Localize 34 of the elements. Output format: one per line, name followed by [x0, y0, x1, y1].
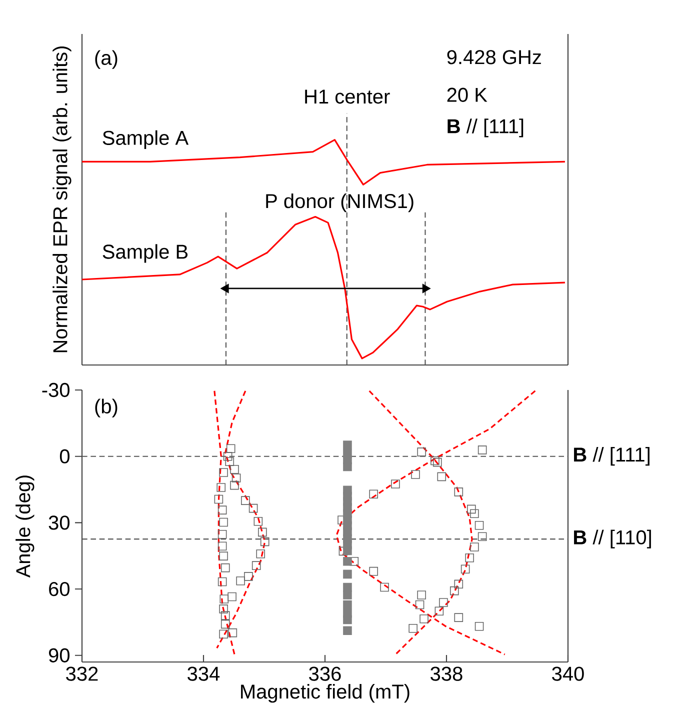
series-label: Sample A [102, 130, 189, 149]
point [343, 556, 352, 566]
text: 20 K [447, 88, 488, 102]
text: 9.428 GHz [447, 50, 541, 64]
y-axis-title: Normalized EPR signal (arb. units) [52, 46, 72, 352]
point [343, 615, 352, 624]
text: B // [111] [448, 118, 524, 138]
point [343, 462, 352, 472]
y-tick-label: 0 [60, 449, 70, 464]
ref-line-label: B // [110] [574, 530, 651, 548]
x-tick-label: 336 [309, 666, 341, 681]
x-tick-label: 334 [188, 666, 220, 681]
x-tick-label: 340 [552, 666, 584, 681]
y-tick-label: 90 [48, 648, 70, 662]
point [343, 440, 352, 450]
line-series [336, 390, 536, 656]
point [343, 600, 352, 610]
annotation: P donor (NIMS1) [266, 193, 414, 212]
x-tick-label: 338 [430, 666, 462, 681]
y-tick-label: -30 [42, 382, 70, 398]
annotation: (b) [95, 398, 118, 418]
point [343, 590, 352, 600]
point [343, 546, 352, 556]
x-tick-label: 332 [66, 666, 98, 681]
series-label: Sample B [102, 244, 188, 263]
ref-line-label: H1 center [305, 90, 390, 104]
point [343, 570, 352, 579]
y-tick-label: 30 [48, 516, 70, 530]
ref-line-label: B // [111] [574, 447, 650, 466]
text: (a) [95, 50, 118, 69]
x-axis-title: Magnetic field (mT) [241, 684, 410, 703]
point [343, 626, 352, 635]
y-tick-label: 60 [49, 582, 70, 596]
y-axis-title: Angle (deg) [16, 476, 34, 578]
